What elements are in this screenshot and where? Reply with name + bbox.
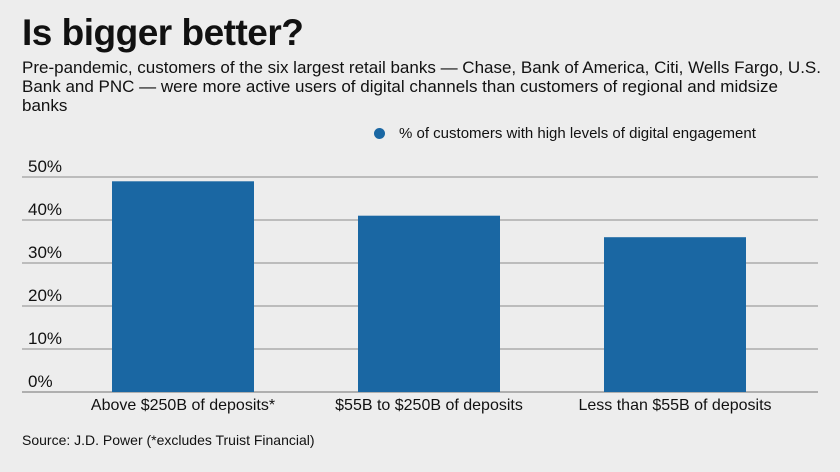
y-tick-label: 20% <box>28 286 62 305</box>
chart-subtitle: Pre-pandemic, customers of the six large… <box>22 58 821 115</box>
x-category-label: Less than $55B of deposits <box>578 397 771 414</box>
bars-layer <box>112 181 746 392</box>
y-tick-label: 50% <box>28 157 62 176</box>
x-category-label: $55B to $250B of deposits <box>335 397 523 414</box>
source-note: Source: J.D. Power (*excludes Truist Fin… <box>22 432 315 448</box>
y-tick-label: 30% <box>28 243 62 262</box>
bar <box>358 215 500 392</box>
chart-title: Is bigger better? <box>22 12 304 53</box>
x-category-label: Above $250B of deposits* <box>91 397 275 414</box>
y-tick-label: 10% <box>28 329 62 348</box>
y-tick-label: 0% <box>28 372 53 391</box>
bar <box>604 237 746 392</box>
bar <box>112 181 254 392</box>
legend-label: % of customers with high levels of digit… <box>399 125 756 142</box>
y-tick-label: 40% <box>28 200 62 219</box>
legend-swatch <box>374 128 385 139</box>
legend: % of customers with high levels of digit… <box>374 125 756 142</box>
labels-layer: 0% 10% 20% 30% 40% 50% Above $250B of deposits… <box>28 157 772 414</box>
